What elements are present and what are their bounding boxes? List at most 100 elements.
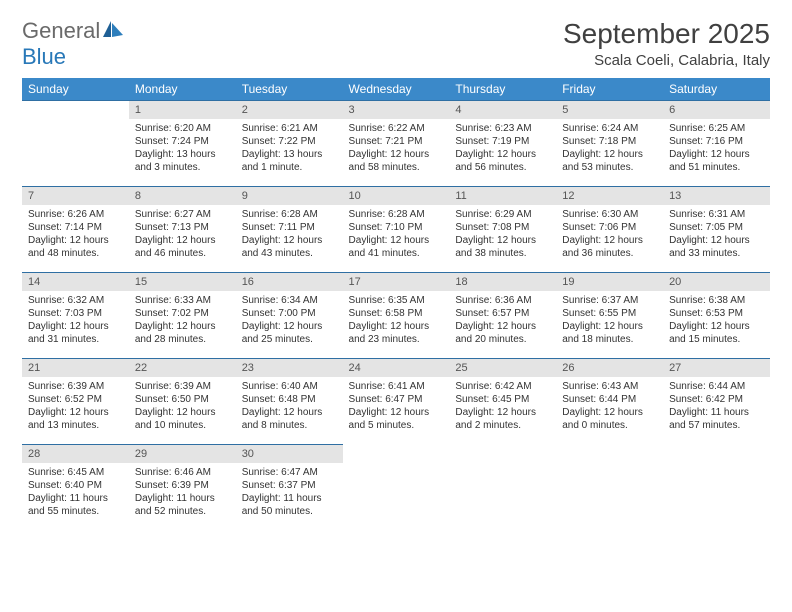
- day-body: Sunrise: 6:41 AMSunset: 6:47 PMDaylight:…: [343, 377, 450, 436]
- daylight-text: Daylight: 12 hours and 23 minutes.: [349, 320, 444, 346]
- daylight-text: Daylight: 12 hours and 18 minutes.: [562, 320, 657, 346]
- calendar-cell: 22Sunrise: 6:39 AMSunset: 6:50 PMDayligh…: [129, 359, 236, 445]
- calendar-week: 28Sunrise: 6:45 AMSunset: 6:40 PMDayligh…: [22, 445, 770, 531]
- day-body: Sunrise: 6:20 AMSunset: 7:24 PMDaylight:…: [129, 119, 236, 178]
- sunrise-text: Sunrise: 6:27 AM: [135, 208, 230, 221]
- sunset-text: Sunset: 7:06 PM: [562, 221, 657, 234]
- day-body: Sunrise: 6:44 AMSunset: 6:42 PMDaylight:…: [663, 377, 770, 436]
- sunset-text: Sunset: 7:19 PM: [455, 135, 550, 148]
- calendar-body: 1Sunrise: 6:20 AMSunset: 7:24 PMDaylight…: [22, 101, 770, 531]
- page-title: September 2025: [563, 18, 770, 50]
- sunset-text: Sunset: 6:57 PM: [455, 307, 550, 320]
- sunrise-text: Sunrise: 6:40 AM: [242, 380, 337, 393]
- sunset-text: Sunset: 6:53 PM: [669, 307, 764, 320]
- day-number: 20: [663, 273, 770, 291]
- calendar-cell: 5Sunrise: 6:24 AMSunset: 7:18 PMDaylight…: [556, 101, 663, 187]
- day-number: 13: [663, 187, 770, 205]
- calendar-cell: 10Sunrise: 6:28 AMSunset: 7:10 PMDayligh…: [343, 187, 450, 273]
- calendar-cell: 17Sunrise: 6:35 AMSunset: 6:58 PMDayligh…: [343, 273, 450, 359]
- daylight-text: Daylight: 11 hours and 52 minutes.: [135, 492, 230, 518]
- col-thursday: Thursday: [449, 78, 556, 101]
- calendar-cell: 15Sunrise: 6:33 AMSunset: 7:02 PMDayligh…: [129, 273, 236, 359]
- sunset-text: Sunset: 6:47 PM: [349, 393, 444, 406]
- day-body: Sunrise: 6:28 AMSunset: 7:11 PMDaylight:…: [236, 205, 343, 264]
- logo-sail-icon: [102, 18, 124, 44]
- calendar-cell: 20Sunrise: 6:38 AMSunset: 6:53 PMDayligh…: [663, 273, 770, 359]
- col-wednesday: Wednesday: [343, 78, 450, 101]
- day-number: 25: [449, 359, 556, 377]
- sunrise-text: Sunrise: 6:33 AM: [135, 294, 230, 307]
- daylight-text: Daylight: 12 hours and 41 minutes.: [349, 234, 444, 260]
- calendar-cell: 6Sunrise: 6:25 AMSunset: 7:16 PMDaylight…: [663, 101, 770, 187]
- sunset-text: Sunset: 6:55 PM: [562, 307, 657, 320]
- sunset-text: Sunset: 7:21 PM: [349, 135, 444, 148]
- sunrise-text: Sunrise: 6:20 AM: [135, 122, 230, 135]
- day-body: Sunrise: 6:38 AMSunset: 6:53 PMDaylight:…: [663, 291, 770, 350]
- daylight-text: Daylight: 12 hours and 15 minutes.: [669, 320, 764, 346]
- calendar-cell: 8Sunrise: 6:27 AMSunset: 7:13 PMDaylight…: [129, 187, 236, 273]
- day-number: 1: [129, 101, 236, 119]
- calendar-cell: 4Sunrise: 6:23 AMSunset: 7:19 PMDaylight…: [449, 101, 556, 187]
- daylight-text: Daylight: 12 hours and 28 minutes.: [135, 320, 230, 346]
- title-block: September 2025 Scala Coeli, Calabria, It…: [563, 18, 770, 69]
- calendar-cell: 25Sunrise: 6:42 AMSunset: 6:45 PMDayligh…: [449, 359, 556, 445]
- day-body: Sunrise: 6:34 AMSunset: 7:00 PMDaylight:…: [236, 291, 343, 350]
- day-body: Sunrise: 6:42 AMSunset: 6:45 PMDaylight:…: [449, 377, 556, 436]
- sunset-text: Sunset: 7:10 PM: [349, 221, 444, 234]
- day-body: Sunrise: 6:22 AMSunset: 7:21 PMDaylight:…: [343, 119, 450, 178]
- day-body: Sunrise: 6:26 AMSunset: 7:14 PMDaylight:…: [22, 205, 129, 264]
- calendar-cell: 18 Sunrise: 6:36 AMSunset: 6:57 PMDayligh…: [449, 273, 556, 359]
- page-header: GeneralBlue September 2025 Scala Coeli, …: [22, 18, 770, 70]
- calendar-cell: 16Sunrise: 6:34 AMSunset: 7:00 PMDayligh…: [236, 273, 343, 359]
- daylight-text: Daylight: 12 hours and 33 minutes.: [669, 234, 764, 260]
- sunrise-text: Sunrise: 6:41 AM: [349, 380, 444, 393]
- sunrise-text: Sunrise: 6:37 AM: [562, 294, 657, 307]
- day-number: 7: [22, 187, 129, 205]
- sunset-text: Sunset: 6:37 PM: [242, 479, 337, 492]
- day-number: 16: [236, 273, 343, 291]
- day-body: Sunrise: 6:30 AMSunset: 7:06 PMDaylight:…: [556, 205, 663, 264]
- daylight-text: Daylight: 12 hours and 58 minutes.: [349, 148, 444, 174]
- col-tuesday: Tuesday: [236, 78, 343, 101]
- day-number: 10: [343, 187, 450, 205]
- daylight-text: Daylight: 12 hours and 38 minutes.: [455, 234, 550, 260]
- col-saturday: Saturday: [663, 78, 770, 101]
- daylight-text: Daylight: 12 hours and 20 minutes.: [455, 320, 550, 346]
- day-number: 5: [556, 101, 663, 119]
- calendar-cell: 24Sunrise: 6:41 AMSunset: 6:47 PMDayligh…: [343, 359, 450, 445]
- sunset-text: Sunset: 7:24 PM: [135, 135, 230, 148]
- sunrise-text: Sunrise: 6:28 AM: [242, 208, 337, 221]
- daylight-text: Daylight: 12 hours and 46 minutes.: [135, 234, 230, 260]
- calendar-header-row: Sunday Monday Tuesday Wednesday Thursday…: [22, 78, 770, 101]
- sunrise-text: Sunrise: 6:29 AM: [455, 208, 550, 221]
- daylight-text: Daylight: 12 hours and 8 minutes.: [242, 406, 337, 432]
- calendar-cell: [556, 445, 663, 531]
- day-number: 4: [449, 101, 556, 119]
- day-number: 18: [449, 273, 556, 291]
- sunset-text: Sunset: 6:42 PM: [669, 393, 764, 406]
- sunrise-text: Sunrise: 6:22 AM: [349, 122, 444, 135]
- sunset-text: Sunset: 7:13 PM: [135, 221, 230, 234]
- day-number: 24: [343, 359, 450, 377]
- sunrise-text: Sunrise: 6:36 AM: [455, 294, 550, 307]
- sunset-text: Sunset: 6:39 PM: [135, 479, 230, 492]
- calendar-cell: 1Sunrise: 6:20 AMSunset: 7:24 PMDaylight…: [129, 101, 236, 187]
- sunrise-text: Sunrise: 6:31 AM: [669, 208, 764, 221]
- daylight-text: Daylight: 12 hours and 51 minutes.: [669, 148, 764, 174]
- sunrise-text: Sunrise: 6:26 AM: [28, 208, 123, 221]
- day-body: Sunrise: 6:46 AMSunset: 6:39 PMDaylight:…: [129, 463, 236, 522]
- sunset-text: Sunset: 7:05 PM: [669, 221, 764, 234]
- sunset-text: Sunset: 7:03 PM: [28, 307, 123, 320]
- day-number: 23: [236, 359, 343, 377]
- day-body: Sunrise: 6:32 AMSunset: 7:03 PMDaylight:…: [22, 291, 129, 350]
- day-body: Sunrise: 6:31 AMSunset: 7:05 PMDaylight:…: [663, 205, 770, 264]
- calendar-cell: [343, 445, 450, 531]
- day-number: 6: [663, 101, 770, 119]
- sunset-text: Sunset: 7:22 PM: [242, 135, 337, 148]
- daylight-text: Daylight: 11 hours and 55 minutes.: [28, 492, 123, 518]
- daylight-text: Daylight: 13 hours and 3 minutes.: [135, 148, 230, 174]
- sunset-text: Sunset: 6:52 PM: [28, 393, 123, 406]
- logo-text-blue: Blue: [22, 44, 66, 69]
- daylight-text: Daylight: 13 hours and 1 minute.: [242, 148, 337, 174]
- calendar-cell: 2Sunrise: 6:21 AMSunset: 7:22 PMDaylight…: [236, 101, 343, 187]
